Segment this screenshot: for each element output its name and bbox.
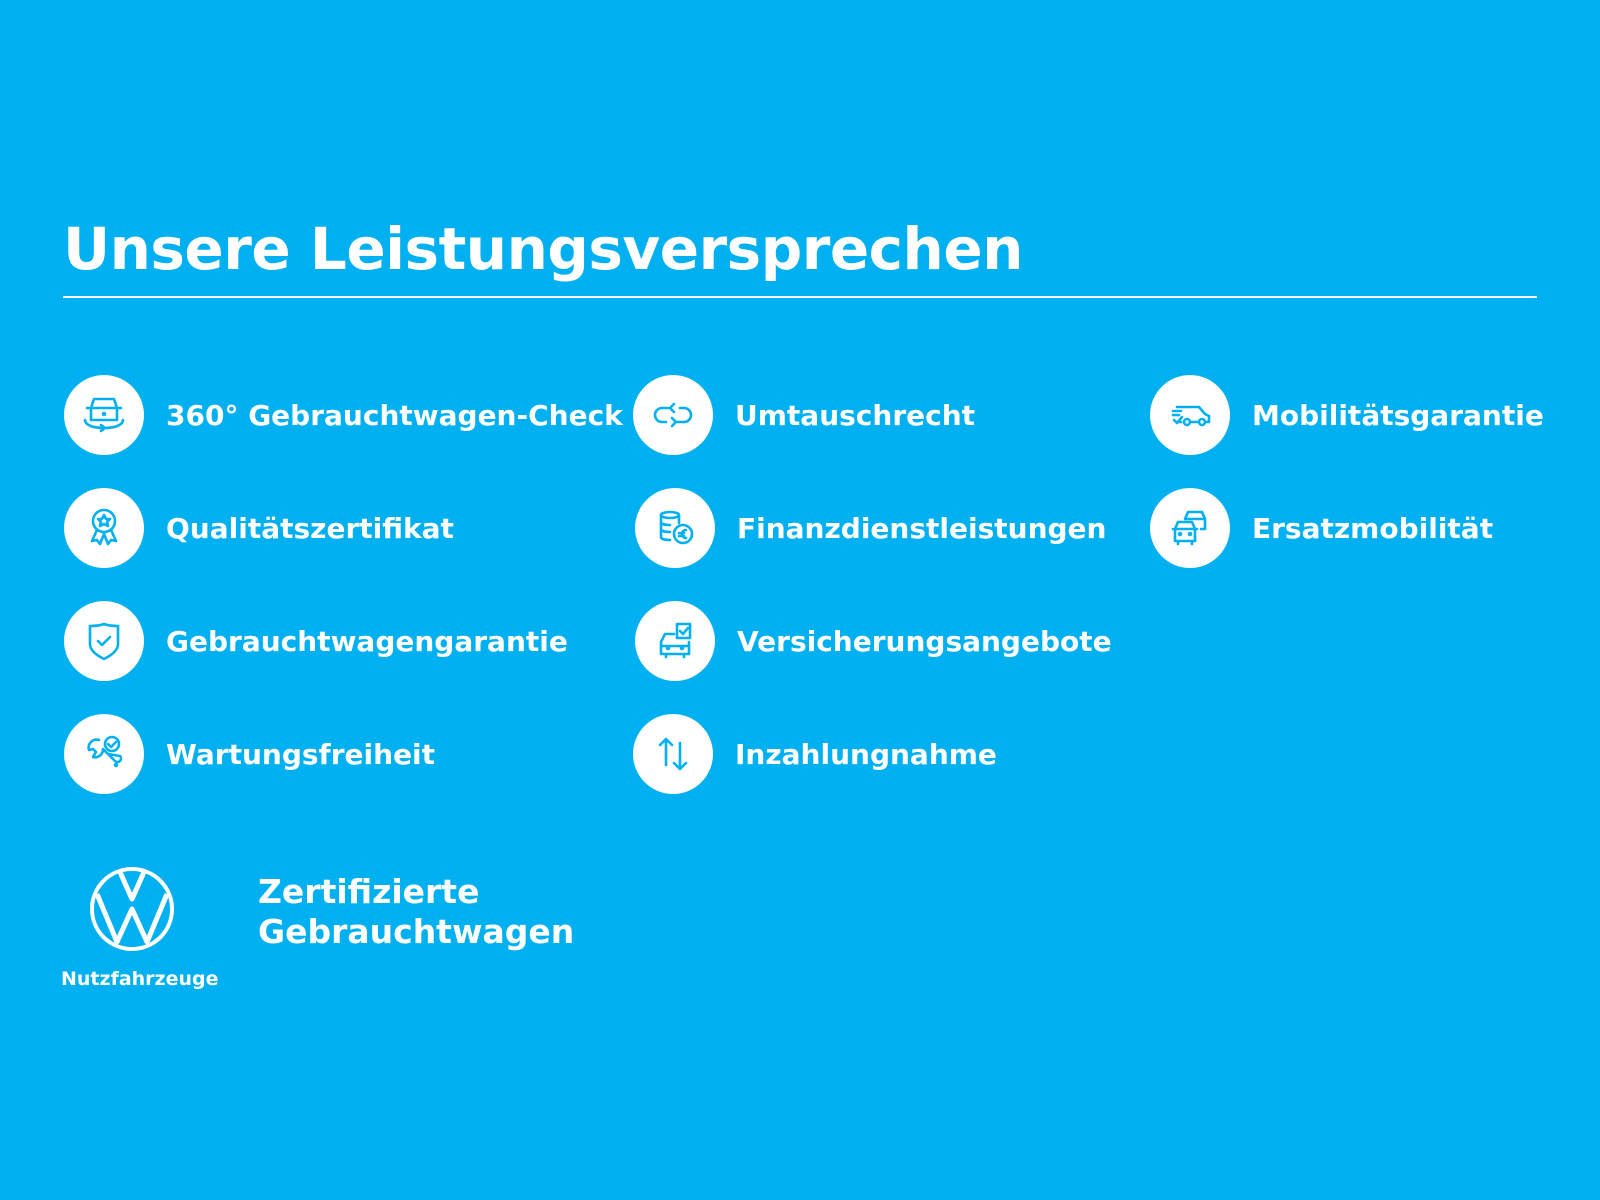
coins-euro-icon <box>635 488 715 568</box>
vw-logo <box>90 867 174 951</box>
item-quality-certificate: Qualitätszertifikat <box>64 488 454 568</box>
cert-line-2: Gebrauchtwagen <box>258 912 575 951</box>
item-maintenance: Wartungsfreiheit <box>64 714 435 794</box>
item-label: Finanzdienstleistungen <box>737 511 1107 545</box>
item-trade-in: Inzahlungnahme <box>633 714 997 794</box>
exchange-arrows-icon <box>633 375 713 455</box>
car-360-icon <box>64 375 144 455</box>
certified-used-cars-label: Zertifizierte Gebrauchtwagen <box>258 872 574 952</box>
brand-label: Nutzfahrzeuge <box>61 968 219 990</box>
cert-line-1: Zertifizierte <box>258 872 480 911</box>
item-360-check: 360° Gebrauchtwagen-Check <box>64 375 623 455</box>
item-mobility-guarantee: Mobilitätsgarantie <box>1150 375 1544 455</box>
item-label: Inzahlungnahme <box>735 737 997 771</box>
item-label: Mobilitätsgarantie <box>1252 398 1544 432</box>
item-replacement-mobility: Ersatzmobilität <box>1150 488 1493 568</box>
item-label: Versicherungsangebote <box>737 624 1112 658</box>
car-document-check-icon <box>635 601 715 681</box>
van-check-icon <box>1150 375 1230 455</box>
item-label: Umtauschrecht <box>735 398 976 432</box>
item-exchange-right: Umtauschrecht <box>633 375 975 455</box>
title-divider <box>63 296 1537 298</box>
item-financial-services: Finanzdienstleistungen <box>635 488 1106 568</box>
item-label: 360° Gebrauchtwagen-Check <box>166 398 623 432</box>
item-insurance: Versicherungsangebote <box>635 601 1112 681</box>
award-ribbon-icon <box>64 488 144 568</box>
item-used-car-warranty: Gebrauchtwagengarantie <box>64 601 568 681</box>
page-title: Unsere Leistungsversprechen <box>63 215 1023 283</box>
item-label: Ersatzmobilität <box>1252 511 1494 545</box>
up-down-arrows-icon <box>633 714 713 794</box>
wrench-check-icon <box>64 714 144 794</box>
item-label: Qualitätszertifikat <box>166 511 454 545</box>
two-cars-icon <box>1150 488 1230 568</box>
item-label: Gebrauchtwagengarantie <box>166 624 568 658</box>
item-label: Wartungsfreiheit <box>166 737 436 771</box>
shield-check-icon <box>64 601 144 681</box>
